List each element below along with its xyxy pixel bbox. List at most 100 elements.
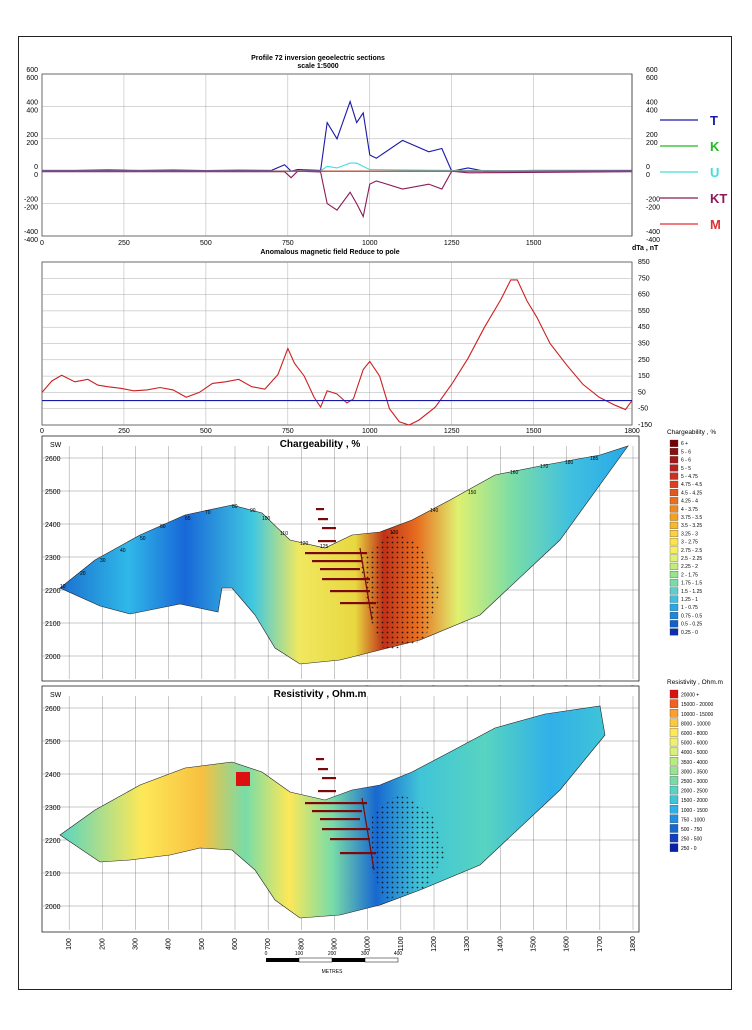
magnetic-ytick-3: 550 (638, 308, 650, 315)
resistivity-legend-swatch-7 (669, 757, 679, 766)
resistivity-legend-label-12: 1000 - 1500 (681, 808, 708, 814)
inversion-xtick-6: 1500 (526, 240, 542, 247)
resistivity-legend-label-0: 20000 + (681, 693, 699, 699)
chargeability-contour-label-3: 40 (120, 548, 126, 554)
resistivity-legend-swatch-2 (669, 709, 679, 718)
chargeability-contour-label-5: 60 (160, 524, 166, 530)
resistivity-xtick-3: 400 (166, 938, 173, 950)
chargeability-ytick-4: 2200 (45, 588, 61, 595)
resistivity-legend-label-3: 8000 - 10000 (681, 721, 711, 727)
scale-bar-seg-1 (266, 958, 299, 962)
drillhole-bar-9 (340, 602, 376, 605)
panel-magnetic: Anomalous magnetic field Reduce to pole … (40, 245, 659, 435)
chargeability-legend-swatch-0 (669, 439, 679, 447)
resistivity-legend-swatch-12 (669, 805, 679, 814)
scale-bar-label-3: 300 (361, 951, 370, 957)
chargeability-legend-swatch-12 (669, 538, 679, 546)
drillhole-bar-18 (330, 838, 370, 841)
inversion-grid (41, 73, 632, 237)
inversion-ytick-right-cyan-4: -200 (646, 197, 660, 204)
scale-bar: 0 100 200 300 400 METRES (265, 951, 403, 975)
scale-bar-seg-4 (364, 957, 399, 963)
drillhole-markers (305, 508, 376, 871)
chargeability-legend-label-17: 1.75 - 1.5 (681, 581, 702, 587)
chargeability-contour-label-0: 10 (60, 584, 66, 590)
inversion-title: Profile 72 inversion geoelectric section… (251, 55, 385, 62)
inversion-series-T (42, 99, 632, 172)
magnetic-ytick-10: -150 (638, 422, 652, 429)
chargeability-ytick-5: 2100 (45, 621, 61, 628)
inversion-xtick-3: 750 (282, 240, 294, 247)
chargeability-legend-swatch-17 (669, 579, 679, 587)
chargeability-contour-label-2: 30 (100, 558, 106, 564)
magnetic-ytick-9: -50 (638, 406, 648, 413)
magnetic-xtick-4: 1000 (362, 428, 378, 435)
resistivity-xtick-13: 1400 (497, 936, 504, 952)
magnetic-ytick-4: 450 (638, 324, 650, 331)
inversion-ytick-left-red-1: 400 (26, 99, 38, 106)
chargeability-contour-label-17: 160 (510, 470, 519, 476)
resistivity-legend-label-4: 6000 - 8000 (681, 731, 708, 737)
drillhole-bar-14 (305, 802, 367, 805)
drillhole-bar-1 (318, 518, 328, 521)
magnetic-xtick-6: 1500 (526, 428, 542, 435)
drillhole-bar-7 (322, 578, 370, 581)
inversion-ytick-left-blue-1: 400 (26, 107, 38, 114)
chargeability-contour-labels: 10 20 30 40 50 60 65 70 80 90 100 110 120 125 130 140 15… (60, 456, 599, 590)
inversion-ytick-right-cyan-3: 0 (646, 164, 650, 171)
chargeability-contour-label-14: 130 (390, 530, 399, 536)
chargeability-contour-label-4: 50 (140, 536, 146, 542)
inversion-ytick-right-green-2: 200 (646, 140, 658, 147)
chargeability-contour-label-15: 140 (430, 508, 439, 514)
drillhole-trace-2 (361, 797, 375, 871)
chargeability-legend-swatch-5 (669, 480, 679, 488)
inversion-xtick-2: 500 (200, 240, 212, 247)
inversion-ytick-left-blue-3: 0 (34, 172, 38, 179)
chargeability-legend-swatch-13 (669, 546, 679, 554)
chargeability-legend-label-2: 6 - 6 (681, 458, 691, 464)
chargeability-legend-label-5: 4.75 - 4.5 (681, 482, 702, 488)
resistivity-legend-label-1: 15000 - 20000 (681, 702, 713, 708)
resistivity-xtick-7: 800 (298, 938, 305, 950)
drillhole-trace-1 (359, 547, 373, 621)
inversion-ytick-left-blue-4: -200 (24, 205, 38, 212)
drillhole-bar-10 (316, 758, 324, 761)
resistivity-xtick-9: 1000 (365, 936, 372, 952)
chargeability-contour-label-11: 110 (280, 531, 288, 537)
legend-label-K: K (710, 139, 720, 154)
resistivity-ytick-0: 2600 (45, 706, 61, 713)
resistivity-legend-swatch-0 (669, 689, 679, 699)
resistivity-legend-label-8: 3000 - 3500 (681, 769, 708, 775)
resistivity-legend-label-11: 1500 - 2000 (681, 798, 708, 804)
chargeability-legend-swatch-1 (669, 448, 679, 456)
drillhole-bar-11 (318, 768, 328, 771)
magnetic-ytick-7: 150 (638, 373, 650, 380)
resistivity-xtick-16: 1700 (597, 936, 604, 952)
drillhole-bar-12 (322, 777, 336, 780)
chargeability-legend-label-1: 5 - 6 (681, 449, 691, 455)
chargeability-legend-swatch-23 (669, 628, 679, 636)
chargeability-legend-label-0: 6 + (681, 441, 688, 447)
chargeability-contour-label-7: 70 (205, 510, 211, 516)
magnetic-xtick-5: 1250 (444, 428, 460, 435)
resistivity-ytick-2: 2400 (45, 772, 61, 779)
inversion-ytick-left-blue-5: -400 (24, 237, 38, 244)
chargeability-contour-label-10: 100 (262, 516, 271, 522)
chargeability-contour-label-8: 80 (232, 504, 238, 510)
resistivity-ytick-6: 2000 (45, 904, 61, 911)
inversion-xtick-5: 1250 (444, 240, 460, 247)
inversion-ytick-right-green-5: -400 (646, 237, 660, 244)
chargeability-legend-label-7: 4.25 - 4 (681, 499, 698, 505)
chargeability-ytick-6: 2000 (45, 654, 61, 661)
chargeability-legend-label-20: 1 - 0.75 (681, 605, 698, 611)
chargeability-legend-label-15: 2.25 - 2 (681, 564, 698, 570)
chargeability-legend-swatch-9 (669, 513, 679, 521)
resistivity-legend-label-15: 250 - 500 (681, 837, 702, 843)
chargeability-sw-label: SW (50, 442, 62, 449)
legend-label-M: M (710, 217, 721, 232)
chargeability-contour-label-9: 90 (250, 508, 256, 514)
resistivity-xtick-8: 900 (332, 938, 339, 950)
chargeability-legend-swatch-15 (669, 562, 679, 570)
resistivity-legend-label-16: 250 - 0 (681, 846, 697, 852)
panel-inversion: Profile 72 inversion geoelectric section… (24, 55, 727, 247)
